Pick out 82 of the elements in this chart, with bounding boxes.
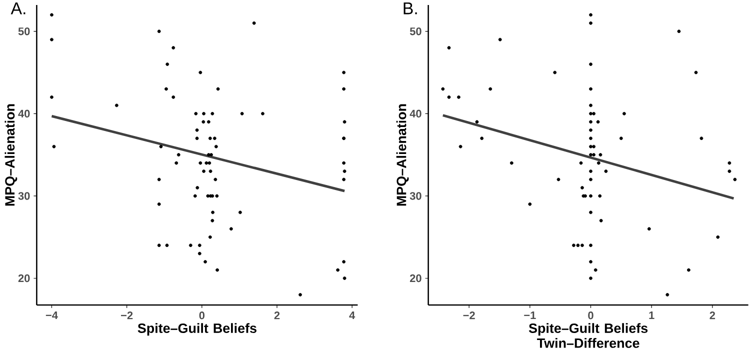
point (475, 120, 479, 124)
x-tick-label: −1 (524, 312, 536, 320)
point (728, 161, 732, 165)
point (579, 161, 583, 165)
point (596, 161, 600, 165)
point (596, 120, 600, 124)
point (589, 120, 592, 124)
x-tick-label: 0 (588, 312, 594, 320)
point (598, 194, 602, 198)
point (589, 21, 592, 25)
y-tick-label: 20 (410, 274, 422, 282)
point (589, 104, 592, 108)
point (594, 268, 598, 272)
x-axis-title: Spite–Guilt Beliefs (138, 323, 256, 336)
point (677, 30, 681, 34)
x-tick-label: 4 (349, 312, 356, 320)
y-axis-title: MPQ–Alienation (4, 104, 18, 206)
point (598, 153, 602, 156)
point (589, 144, 592, 148)
point (589, 260, 592, 264)
point (488, 87, 492, 91)
point (686, 268, 690, 272)
point (589, 276, 592, 280)
point (553, 70, 557, 74)
point (589, 13, 592, 17)
point (580, 186, 584, 190)
x-tick-label: −2 (121, 312, 133, 320)
point (592, 144, 596, 148)
x-tick-label: 1 (649, 312, 654, 320)
point (589, 170, 592, 173)
point (589, 136, 592, 140)
point (622, 112, 626, 116)
x-tick-label: −2 (463, 312, 475, 320)
x-tick-label: −4 (46, 312, 58, 320)
point (498, 38, 502, 42)
point (589, 153, 592, 156)
point (447, 95, 451, 99)
point (589, 210, 592, 214)
point (716, 235, 720, 239)
point (510, 161, 514, 165)
point (441, 87, 445, 91)
point (589, 128, 592, 132)
point (556, 178, 560, 182)
point (599, 218, 603, 222)
chart-title: B. (404, 2, 417, 14)
point (619, 136, 623, 140)
point (589, 244, 592, 248)
point (480, 136, 484, 140)
point (592, 153, 596, 156)
point (647, 227, 651, 231)
y-axis-title: MPQ–Alienation (396, 104, 409, 206)
point (589, 87, 592, 91)
point (458, 144, 462, 148)
point (589, 112, 592, 116)
point (604, 170, 608, 173)
point (728, 170, 732, 173)
point (528, 202, 532, 206)
x-tick-label: 2 (274, 312, 280, 320)
point (589, 178, 592, 182)
y-tick-label: 20 (18, 274, 30, 282)
point (733, 178, 737, 182)
point (589, 194, 592, 198)
y-tick-label: 50 (410, 27, 422, 36)
point (589, 62, 592, 66)
x-axis-title: Spite–Guilt Beliefs Twin–Difference (528, 323, 648, 348)
y-tick-label: 30 (18, 192, 30, 200)
point (457, 95, 460, 99)
point (576, 244, 580, 248)
point (447, 46, 451, 50)
point (700, 136, 704, 140)
x-tick-label: 0 (199, 312, 204, 320)
y-tick-label: 50 (18, 27, 30, 36)
point (572, 244, 576, 248)
chart-title: A. (10, 2, 26, 14)
y-tick-label: 40 (18, 110, 30, 118)
point (592, 112, 596, 116)
point (666, 293, 670, 296)
x-tick-label: 2 (710, 312, 716, 320)
point (694, 70, 698, 74)
y-tick-label: 30 (410, 192, 422, 200)
point (580, 244, 584, 248)
y-tick-label: 40 (410, 110, 422, 118)
